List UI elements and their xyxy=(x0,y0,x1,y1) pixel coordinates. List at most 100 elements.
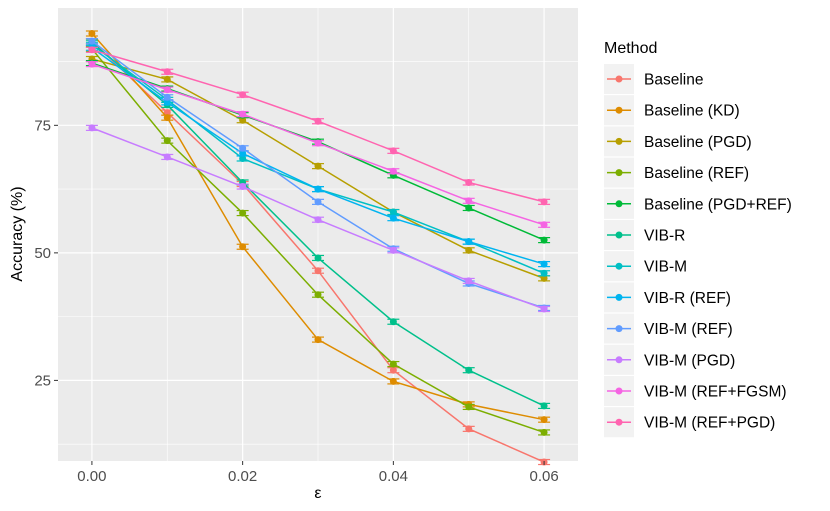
data-point-vib-m-pgd xyxy=(540,305,548,313)
series-vib-m-pgd xyxy=(85,124,551,313)
legend-key-point xyxy=(615,325,623,333)
data-point-vib-m-ref-pgd xyxy=(88,46,96,54)
axis-ticks xyxy=(54,124,545,465)
data-point-baseline xyxy=(314,267,322,275)
data-point-baseline-pgd xyxy=(163,75,171,83)
legend-key-point xyxy=(615,200,623,208)
data-point-vib-r-ref xyxy=(163,98,171,106)
x-tick-label: 0.06 xyxy=(529,468,558,485)
data-point-vib-m-ref-fgsm xyxy=(540,221,548,229)
data-point-baseline-ref xyxy=(389,360,397,368)
series-vib-m-ref-fgsm xyxy=(85,60,551,229)
data-point-vib-m-ref-fgsm xyxy=(465,197,473,205)
data-point-baseline-kd xyxy=(389,377,397,385)
data-point-baseline-pgd xyxy=(465,246,473,254)
legend-label: Baseline (PGD) xyxy=(644,134,752,151)
data-point-vib-m-ref-pgd xyxy=(389,147,397,155)
data-point-vib-r-ref xyxy=(540,260,548,268)
legend-item-baseline-pgd-ref: Baseline (PGD+REF) xyxy=(604,188,792,219)
y-tick-label: 50 xyxy=(34,245,51,262)
data-point-baseline xyxy=(465,425,473,433)
data-point-vib-r-ref xyxy=(389,214,397,222)
legend-key-point xyxy=(615,75,623,83)
y-tick-label: 25 xyxy=(34,372,51,389)
data-point-baseline-kd xyxy=(239,243,247,251)
data-point-vib-m-ref-pgd xyxy=(239,91,247,99)
data-point-vib-r-ref xyxy=(314,185,322,193)
legend-title: Method xyxy=(604,40,657,57)
data-point-vib-r xyxy=(540,402,548,410)
data-point-baseline-pgd xyxy=(239,116,247,124)
data-point-baseline-kd xyxy=(88,30,96,38)
data-point-vib-r xyxy=(465,366,473,374)
x-tick-label: 0.00 xyxy=(77,468,106,485)
legend-item-baseline-kd: Baseline (KD) xyxy=(604,95,740,126)
series-layer xyxy=(85,30,551,466)
x-axis-title: ε xyxy=(314,485,321,502)
data-point-vib-m xyxy=(389,208,397,216)
series-vib-r-ref xyxy=(85,44,551,268)
data-point-baseline-pgd-ref xyxy=(540,236,548,244)
legend-item-baseline-pgd: Baseline (PGD) xyxy=(604,126,752,157)
legend-label: VIB-M (REF+PGD) xyxy=(644,415,775,432)
data-point-vib-m-ref-pgd xyxy=(314,117,322,125)
legend-item-vib-r-ref: VIB-R (REF) xyxy=(604,282,731,313)
data-point-baseline-ref xyxy=(465,403,473,411)
data-point-baseline-pgd-ref xyxy=(465,204,473,212)
data-point-baseline-kd xyxy=(540,416,548,424)
legend-key-point xyxy=(615,231,623,239)
legend-key-point xyxy=(615,293,623,301)
x-tick-label: 0.02 xyxy=(228,468,257,485)
legend-item-baseline-ref: Baseline (REF) xyxy=(604,157,749,188)
legend-item-vib-r: VIB-R xyxy=(604,220,685,250)
data-point-vib-r xyxy=(314,254,322,262)
data-point-vib-m-ref-fgsm xyxy=(314,139,322,147)
data-point-vib-m-pgd xyxy=(314,216,322,224)
data-point-vib-m-ref-fgsm xyxy=(163,86,171,94)
legend-label: Baseline (KD) xyxy=(644,103,740,120)
data-point-baseline-ref xyxy=(163,137,171,145)
data-point-baseline-ref xyxy=(239,209,247,217)
data-point-baseline-kd xyxy=(163,114,171,122)
legend: Method Baseline Baseline (KD) Baseline (PG… xyxy=(604,40,792,438)
data-point-baseline-ref xyxy=(540,428,548,436)
legend-label: VIB-M xyxy=(644,259,687,276)
data-point-baseline-ref xyxy=(314,291,322,299)
legend-label: VIB-M (PGD) xyxy=(644,352,735,369)
data-point-vib-m-pgd xyxy=(465,277,473,285)
legend-label: Baseline (REF) xyxy=(644,165,749,182)
data-point-vib-r-ref xyxy=(239,149,247,157)
legend-key-point xyxy=(615,137,623,145)
data-point-vib-m xyxy=(239,154,247,162)
legend-key-point xyxy=(615,262,623,270)
data-point-vib-m-pgd xyxy=(389,246,397,254)
data-point-vib-m-pgd xyxy=(239,183,247,191)
legend-item-vib-m-ref-pgd: VIB-M (REF+PGD) xyxy=(604,407,775,438)
legend-key-point xyxy=(615,387,623,395)
data-point-baseline-pgd xyxy=(540,274,548,282)
data-point-vib-m-ref xyxy=(88,37,96,45)
legend-label: Baseline (PGD+REF) xyxy=(644,196,792,213)
legend-key-point xyxy=(615,169,623,177)
data-point-vib-m-ref-pgd xyxy=(540,198,548,206)
data-point-vib-m-pgd xyxy=(163,153,171,161)
data-point-vib-m-ref xyxy=(314,198,322,206)
legend-items: Baseline Baseline (KD) Baseline (PGD) Basel… xyxy=(604,64,792,438)
legend-label: VIB-M (REF) xyxy=(644,321,733,338)
data-point-vib-m-ref-fgsm xyxy=(88,60,96,68)
data-point-vib-m-ref-fgsm xyxy=(389,167,397,175)
legend-label: Baseline xyxy=(644,72,703,89)
x-tick-labels: 0.00 0.02 0.04 0.06 xyxy=(77,468,558,485)
legend-item-baseline: Baseline xyxy=(604,64,703,94)
data-point-vib-m-pgd xyxy=(88,124,96,132)
data-point-vib-m xyxy=(540,269,548,277)
data-point-vib-r-ref xyxy=(465,238,473,246)
x-tick-label: 0.04 xyxy=(379,468,408,485)
legend-key-point xyxy=(615,106,623,114)
legend-label: VIB-R xyxy=(644,228,685,245)
legend-key-point xyxy=(615,418,623,426)
series-baseline-ref xyxy=(85,45,551,436)
series-vib-m-ref-pgd xyxy=(85,46,551,206)
data-point-baseline xyxy=(389,366,397,374)
